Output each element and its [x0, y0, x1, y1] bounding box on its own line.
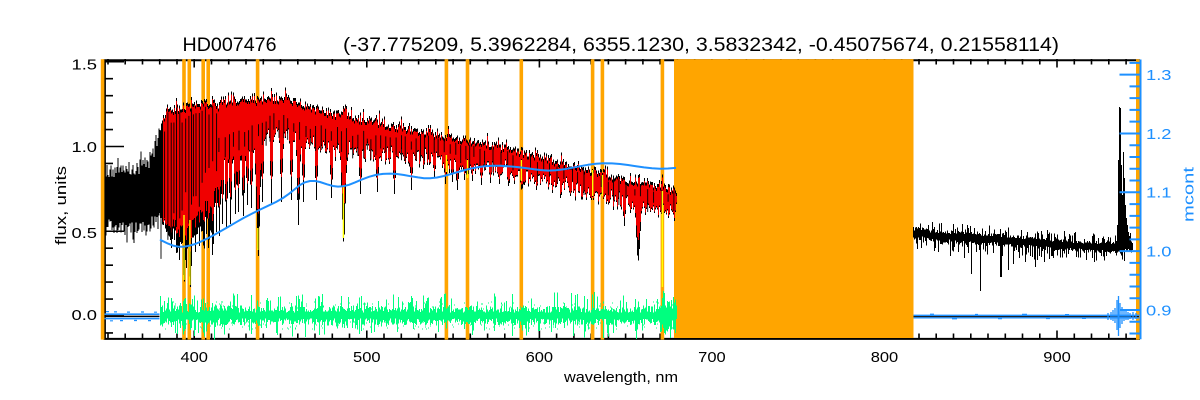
- svg-text:1.0: 1.0: [1146, 243, 1172, 260]
- svg-text:HD007476: HD007476: [183, 35, 277, 56]
- svg-text:1.2: 1.2: [1146, 126, 1172, 143]
- svg-text:400: 400: [180, 349, 208, 366]
- svg-text:(-37.775209, 5.3962284, 6355.1: (-37.775209, 5.3962284, 6355.1230, 3.583…: [343, 35, 1059, 56]
- svg-text:700: 700: [698, 349, 726, 366]
- svg-text:1.5: 1.5: [72, 57, 98, 74]
- svg-text:800: 800: [871, 349, 899, 366]
- svg-text:1.3: 1.3: [1146, 67, 1172, 84]
- svg-text:flux, units: flux, units: [53, 166, 70, 245]
- svg-text:0.9: 0.9: [1146, 302, 1172, 319]
- svg-text:1.1: 1.1: [1146, 185, 1172, 202]
- svg-text:0.5: 0.5: [72, 225, 98, 242]
- svg-text:1.0: 1.0: [72, 139, 98, 156]
- svg-text:500: 500: [353, 349, 381, 366]
- svg-text:mcont: mcont: [1181, 166, 1198, 222]
- svg-text:wavelength, nm: wavelength, nm: [563, 369, 678, 386]
- svg-text:0.0: 0.0: [72, 307, 98, 324]
- svg-text:600: 600: [526, 349, 554, 366]
- svg-text:900: 900: [1043, 349, 1071, 366]
